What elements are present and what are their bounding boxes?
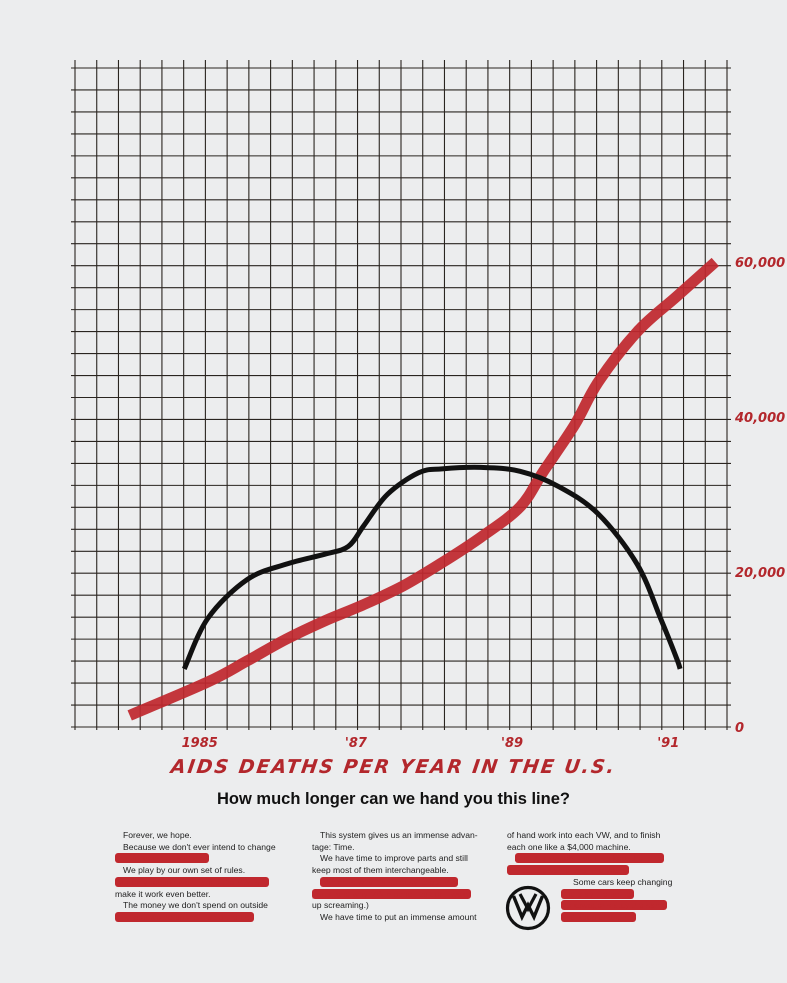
copy-line: We have time to put an immense amount bbox=[320, 911, 477, 922]
copy-line: each one like a $4,000 machine. bbox=[507, 841, 631, 852]
chart-grid bbox=[71, 60, 731, 730]
copy-line: and keep changing. bbox=[561, 911, 637, 922]
series-line-red bbox=[127, 257, 719, 721]
headline: How much longer can we hand you this lin… bbox=[217, 790, 570, 808]
body-column-2: This system gives us an immense advan- t… bbox=[312, 830, 478, 924]
y-tick-label: 0 bbox=[735, 721, 744, 736]
x-tick-label: '87 bbox=[345, 736, 368, 751]
copy-line: Some cars keep changing bbox=[573, 876, 673, 887]
series-line-black bbox=[182, 464, 683, 670]
copy-line: We play by our own set of rules. bbox=[123, 865, 246, 876]
copy-line: And this system has also kept the price bbox=[515, 853, 665, 864]
y-tick-label: 60,000 bbox=[735, 256, 785, 271]
copy-line: keep most of them interchangeable. bbox=[312, 865, 449, 876]
vw-logo-icon bbox=[505, 885, 551, 931]
copy-line: Forever, we hope. bbox=[123, 830, 192, 840]
copy-line: up screaming.) bbox=[312, 900, 369, 911]
copy-line: the Volkswagen's shape. bbox=[115, 853, 210, 864]
chart-series bbox=[127, 257, 719, 721]
copy-line: tage: Time. bbox=[312, 841, 355, 852]
body-column-1: Forever, we hope. Because we don't ever … bbox=[115, 830, 276, 924]
copy-line: Because we don't ever intend to change bbox=[123, 841, 276, 852]
body-column-3: of hand work into each VW, and to finish… bbox=[507, 830, 672, 924]
copy-line: parts, and why VW mechanics don't wake bbox=[312, 888, 471, 899]
copy-line: changes we do spend inside the car. bbox=[115, 911, 255, 922]
copy-line: and stay the same. bbox=[561, 888, 634, 899]
copy-line: The money we don't spend on outside bbox=[123, 900, 268, 911]
copy-line: make it work even better. bbox=[115, 888, 211, 899]
chart: 0 20,000 40,000 60,000 1985 '87 '89 '91 bbox=[71, 60, 785, 751]
copy-line: Our only reason we change the VW is to bbox=[115, 876, 269, 887]
x-tick-label: '89 bbox=[501, 736, 523, 751]
chart-title: AIDS DEATHS PER YEAR IN THE U.S. bbox=[169, 756, 618, 778]
copy-line: almost the same over the years. bbox=[507, 865, 630, 876]
copy-line: Volkswagens stay the same bbox=[561, 900, 668, 911]
y-axis-ticks: 0 20,000 40,000 60,000 bbox=[734, 256, 785, 736]
x-tick-label: '91 bbox=[657, 736, 679, 751]
copy-line: We have time to improve parts and still bbox=[320, 853, 468, 864]
y-tick-label: 40,000 bbox=[734, 411, 785, 426]
copy-line: of hand work into each VW, and to finish bbox=[507, 830, 661, 840]
y-tick-label: 20,000 bbox=[735, 566, 785, 581]
copy-line: This system gives us an immense advan- bbox=[320, 830, 478, 840]
x-axis-ticks: 1985 '87 '89 '91 bbox=[182, 736, 680, 751]
x-tick-label: 1985 bbox=[182, 736, 218, 751]
copy-line: (Which is why it's so easy to get VW bbox=[320, 876, 458, 887]
